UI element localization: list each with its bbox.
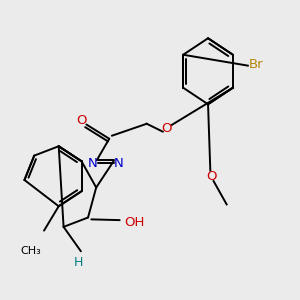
Text: H: H	[74, 256, 83, 269]
Text: Br: Br	[248, 58, 263, 71]
Text: OH: OH	[124, 215, 145, 229]
Text: N: N	[114, 157, 124, 169]
Text: O: O	[162, 122, 172, 135]
Text: N: N	[88, 157, 98, 169]
Text: CH₃: CH₃	[21, 246, 41, 256]
Text: O: O	[76, 114, 87, 127]
Text: O: O	[207, 170, 217, 183]
